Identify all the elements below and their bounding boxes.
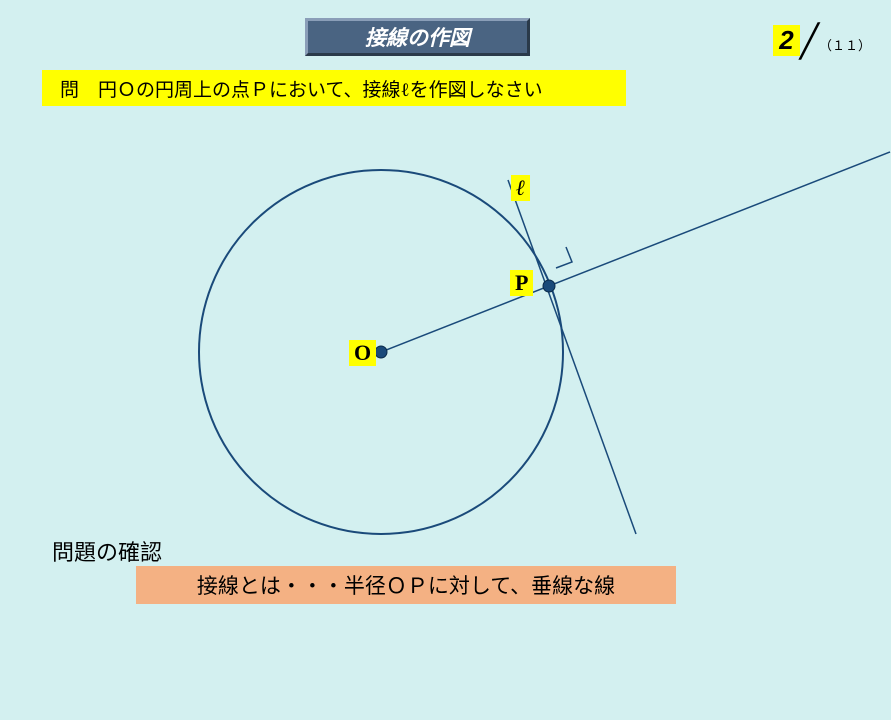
explanation-box: 接線とは・・・半径ＯＰに対して、垂線な線 — [136, 566, 676, 604]
label-l: ℓ — [511, 175, 530, 201]
explanation-text: 接線とは・・・半径ＯＰに対して、垂線な線 — [197, 570, 615, 600]
label-P: P — [510, 270, 533, 296]
point-P — [543, 280, 555, 292]
line-OP-extended — [381, 152, 890, 352]
geometry-diagram — [0, 0, 891, 720]
label-O: O — [349, 340, 376, 366]
section-label: 問題の確認 — [52, 535, 162, 567]
tangent-line-l — [508, 180, 636, 534]
right-angle-mark-icon — [556, 247, 572, 268]
center-point-O — [375, 346, 387, 358]
